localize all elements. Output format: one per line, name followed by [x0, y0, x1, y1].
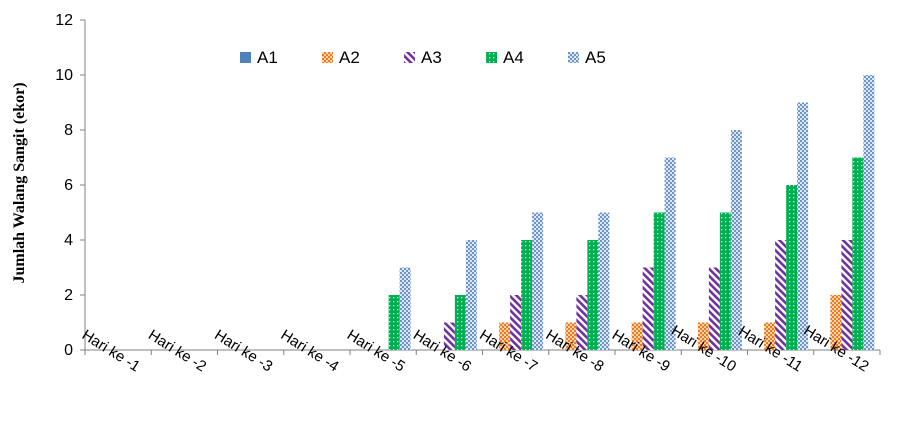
bar-a2 [764, 322, 776, 350]
bar-a3 [642, 267, 654, 350]
bar-a3 [576, 295, 588, 350]
bar-a5 [863, 75, 875, 350]
y-tick-label: 12 [55, 12, 73, 29]
x-tick-label: Hari ke -2 [145, 327, 209, 376]
bar-a2 [565, 322, 577, 350]
bar-a3 [841, 240, 853, 350]
legend-label-a4: A4 [503, 48, 524, 67]
bar-a3 [775, 240, 787, 350]
legend-label-a1: A1 [257, 48, 278, 67]
y-tick-label: 6 [64, 177, 73, 194]
bar-a3 [708, 267, 720, 350]
x-tick-label: Hari ke -4 [278, 327, 342, 376]
bar-a3 [443, 322, 455, 350]
bar-a3 [510, 295, 522, 350]
legend-label-a2: A2 [339, 48, 360, 67]
y-tick-labels: 0 2 4 6 8 10 12 [55, 12, 85, 359]
bar-a4 [587, 240, 599, 350]
x-tick-label: Hari ke -1 [79, 327, 143, 376]
legend-label-a3: A3 [421, 48, 442, 67]
bar-a2 [499, 322, 511, 350]
bar-a4 [653, 212, 665, 350]
bar-a5 [465, 240, 477, 350]
bar-a4 [388, 295, 400, 350]
bar-a4 [852, 157, 864, 350]
bar-a5 [598, 212, 610, 350]
bar-a5 [532, 212, 544, 350]
y-tick-label: 8 [64, 122, 73, 139]
bar-a2 [697, 322, 709, 350]
y-tick-label: 0 [64, 342, 73, 359]
legend-swatch-a2 [322, 52, 333, 63]
bar-a2 [830, 295, 842, 350]
y-tick-label: 10 [55, 67, 73, 84]
x-tick-label: Hari ke -3 [211, 327, 275, 376]
legend: A1 A2 A3 A4 A5 [240, 48, 606, 67]
legend-swatch-a5 [568, 52, 579, 63]
bars-group [388, 75, 875, 350]
y-tick-label: 2 [64, 287, 73, 304]
legend-swatch-a4 [486, 52, 497, 63]
bar-a5 [399, 267, 411, 350]
legend-label-a5: A5 [585, 48, 606, 67]
bar-a4 [521, 240, 533, 350]
bar-a4 [786, 185, 798, 350]
bar-a5 [797, 102, 809, 350]
legend-swatch-a3 [404, 52, 415, 63]
legend-swatch-a1 [240, 52, 251, 63]
bar-a5 [664, 157, 676, 350]
bar-a4 [719, 212, 731, 350]
axes [84, 20, 880, 351]
bar-a2 [631, 322, 643, 350]
x-tick-labels: Hari ke -1 Hari ke -2 Hari ke -3 Hari ke -4… [79, 322, 881, 376]
y-axis-label: Jumlah Walang Sangit (ekor) [11, 82, 28, 283]
bar-a4 [454, 295, 466, 350]
y-tick-label: 4 [64, 232, 73, 249]
bar-a5 [730, 130, 742, 350]
